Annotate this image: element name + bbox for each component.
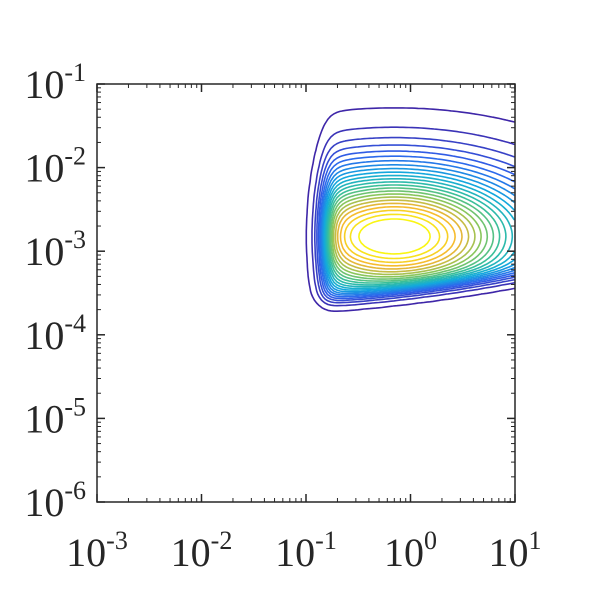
contour-level-4 xyxy=(316,144,515,302)
y-tick-label: 10-5 xyxy=(24,392,86,441)
contour-level-21 xyxy=(339,206,456,267)
y-tick-label: 10-4 xyxy=(24,309,86,358)
y-tick-label: 10-2 xyxy=(24,142,86,191)
contour-level-22 xyxy=(343,209,449,264)
contour-level-20 xyxy=(336,202,463,270)
contour-level-6 xyxy=(319,155,515,298)
contour-level-3 xyxy=(314,136,515,304)
x-tick-labels: 10-3 10-2 10-1 100 101 xyxy=(66,526,541,575)
x-tick-label: 101 xyxy=(489,526,542,575)
contour-lines xyxy=(305,107,515,312)
contour-level-1 xyxy=(305,107,515,312)
contour-level-8 xyxy=(321,164,515,295)
y-tick-label: 10-3 xyxy=(24,225,86,274)
x-tick-label: 10-3 xyxy=(66,526,128,575)
contour-level-9 xyxy=(322,167,515,293)
contour-level-5 xyxy=(317,150,515,300)
contour-level-12 xyxy=(325,178,514,288)
contour-level-14 xyxy=(327,184,501,284)
contour-level-17 xyxy=(331,193,482,278)
contour-level-24 xyxy=(358,218,431,255)
y-tick-labels: 10-1 10-2 10-3 10-4 10-5 10-6 xyxy=(24,58,86,525)
contour-level-11 xyxy=(324,174,515,290)
contour-level-7 xyxy=(320,159,515,296)
y-tick-label: 10-1 xyxy=(24,58,86,107)
major-ticks xyxy=(96,83,516,503)
contour-level-13 xyxy=(326,181,507,286)
contour-level-19 xyxy=(334,199,470,273)
minor-ticks xyxy=(97,84,515,502)
contour-level-2 xyxy=(311,126,515,307)
y-tick-label: 10-6 xyxy=(24,476,86,525)
contour-level-15 xyxy=(328,187,495,282)
contour-level-18 xyxy=(332,196,476,276)
contour-level-10 xyxy=(323,171,515,291)
contour-level-23 xyxy=(349,213,441,260)
contour-level-16 xyxy=(330,190,489,280)
x-tick-label: 10-1 xyxy=(275,526,337,575)
x-tick-label: 100 xyxy=(384,526,437,575)
x-tick-label: 10-2 xyxy=(171,526,233,575)
plot-area xyxy=(97,84,515,502)
